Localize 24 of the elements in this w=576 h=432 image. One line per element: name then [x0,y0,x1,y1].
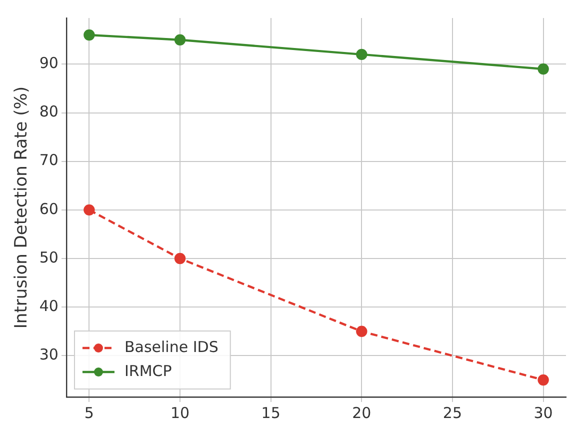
x-tick-label: 20 [352,404,372,422]
point [84,204,95,216]
x-tick-label: 30 [534,404,553,422]
y-tick-label: 70 [39,151,58,170]
y-tick-label: 40 [39,297,58,315]
y-axis-title: Intrusion Detection Rate (%) [12,86,32,329]
legend-label: IRMCP [124,362,172,380]
point [538,63,549,75]
y-tick-label: 30 [39,346,58,364]
point [84,29,95,41]
point [174,34,186,46]
y-tick-label: 80 [39,102,58,121]
x-tick-label: 15 [261,404,280,422]
point [356,48,368,60]
y-tick-label: 50 [39,248,58,266]
x-tick-label: 10 [170,404,190,422]
point [356,326,368,338]
point [538,374,549,386]
x-tick-label: 5 [84,404,94,422]
x-tick-label: 25 [442,404,462,422]
legend-label: Baseline IDS [124,338,218,356]
y-tick-label: 60 [39,200,58,218]
y-tick-label: 90 [39,54,58,72]
point [174,252,186,264]
